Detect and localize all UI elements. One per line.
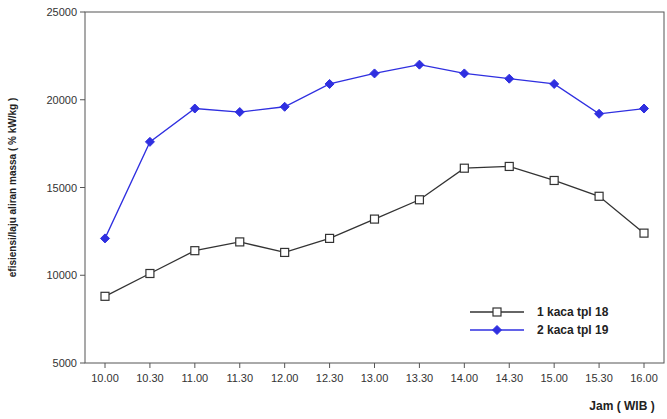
x-axis-title: Jam ( WIB ) [589, 399, 654, 413]
x-tick-label: 10.00 [91, 372, 119, 384]
x-tick-label: 11.00 [181, 372, 208, 384]
marker [505, 74, 514, 83]
x-tick [284, 363, 285, 368]
x-tick-label: 14.30 [495, 372, 523, 384]
x-tick-label: 15.30 [585, 372, 613, 384]
marker [101, 292, 109, 300]
marker [281, 248, 289, 256]
series-line [105, 65, 644, 239]
x-tick-label: 13.30 [406, 372, 434, 384]
marker [191, 247, 199, 255]
y-tick-label: 10000 [46, 269, 77, 281]
series-line [105, 166, 644, 296]
marker [326, 234, 334, 242]
marker [190, 104, 199, 113]
marker [460, 164, 468, 172]
x-tick-label: 16.00 [630, 372, 658, 384]
chart: 5000 10000 15000 20000 25000 10.00 10.30 11.00 1… [0, 0, 667, 419]
y-tick-label: 15000 [46, 182, 77, 194]
plot-frame [85, 12, 664, 363]
y-tick-label: 5000 [53, 357, 77, 369]
marker [505, 162, 513, 170]
x-tick-label: 15.00 [540, 372, 568, 384]
y-tick [80, 275, 85, 276]
x-tick [149, 363, 150, 368]
marker [550, 79, 559, 88]
legend-label: 1 kaca tpl 18 [537, 305, 609, 319]
x-tick [419, 363, 420, 368]
marker [640, 104, 649, 113]
legend-label: 2 kaca tpl 19 [537, 323, 609, 337]
marker [595, 192, 603, 200]
marker [280, 102, 289, 111]
y-tick [80, 363, 85, 364]
marker [145, 137, 154, 146]
legend-marker [493, 308, 501, 316]
x-tick [194, 363, 195, 368]
marker [236, 238, 244, 246]
x-tick-label: 14.00 [451, 372, 479, 384]
marker [550, 176, 558, 184]
x-tick [644, 363, 645, 368]
x-tick [464, 363, 465, 368]
marker [415, 196, 423, 204]
marker [325, 79, 334, 88]
y-axis-title: efisiensi/laju aliran massa ( % kW/kg ) [7, 98, 18, 278]
x-tick [329, 363, 330, 368]
x-tick [554, 363, 555, 368]
legend: 1 kaca tpl 18 2 kaca tpl 19 [462, 298, 652, 348]
x-tick-label: 11.30 [226, 372, 253, 384]
plot-marks [101, 60, 649, 300]
marker [640, 229, 648, 237]
marker [370, 69, 379, 78]
y-tick-label: 25000 [46, 6, 77, 18]
marker [460, 69, 469, 78]
legend-marker [493, 326, 502, 335]
marker [415, 60, 424, 69]
y-tick-label: 20000 [46, 94, 77, 106]
x-tick-label: 12.00 [271, 372, 299, 384]
x-tick [374, 363, 375, 368]
x-tick-label: 12.30 [316, 372, 344, 384]
x-tick [599, 363, 600, 368]
y-tick [80, 12, 85, 13]
marker [101, 234, 110, 243]
y-tick [80, 99, 85, 100]
x-tick [239, 363, 240, 368]
legend-box [462, 298, 652, 348]
x-tick-label: 13.00 [361, 372, 389, 384]
y-tick [80, 187, 85, 188]
marker [595, 109, 604, 118]
x-tick [509, 363, 510, 368]
x-tick-label: 10.30 [136, 372, 164, 384]
x-tick [105, 363, 106, 368]
marker [371, 215, 379, 223]
marker [235, 108, 244, 117]
marker [146, 269, 154, 277]
